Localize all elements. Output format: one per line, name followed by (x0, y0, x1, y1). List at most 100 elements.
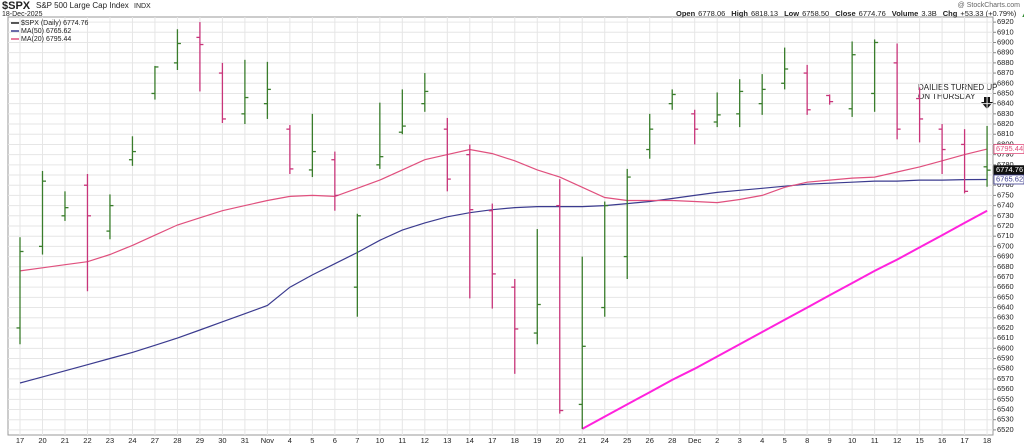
y-tick-label: 6610 (997, 333, 1014, 342)
y-tick-label: 6550 (997, 394, 1014, 403)
x-tick-label: 2 (715, 436, 719, 445)
x-tick-label: 5 (783, 436, 787, 445)
x-tick-label: 30 (218, 436, 226, 445)
x-tick-label: 3 (738, 436, 742, 445)
x-tick-label: 31 (241, 436, 249, 445)
x-tick-label: 9 (828, 436, 832, 445)
y-tick-label: 6590 (997, 354, 1014, 363)
x-tick-label: 24 (128, 436, 136, 445)
y-tick-label: 6900 (997, 37, 1014, 46)
y-tick-label: 6700 (997, 241, 1014, 250)
y-tick-label: 6910 (997, 27, 1014, 36)
x-tick-label: 11 (398, 436, 406, 445)
chart-title: $SPX (2, 0, 31, 12)
x-tick-label: 25 (623, 436, 631, 445)
y-tick-label: 6560 (997, 384, 1014, 393)
y-tick-label: 6570 (997, 374, 1014, 383)
y-tick-label: 6630 (997, 313, 1014, 322)
y-tick-label: 6920 (997, 17, 1014, 26)
x-tick-label: Nov (261, 436, 275, 445)
x-tick-label: 6 (333, 436, 337, 445)
x-tick-label: 29 (196, 436, 204, 445)
y-tick-label: 6580 (997, 364, 1014, 373)
y-tick-label: 6810 (997, 129, 1014, 138)
y-tick-label: 6800 (997, 139, 1014, 148)
x-tick-label: 20 (556, 436, 564, 445)
legend-label: MA(50) (21, 28, 44, 35)
y-tick-label: 6720 (997, 221, 1014, 230)
x-tick-label: 14 (466, 436, 474, 445)
y-tick-label: 6620 (997, 323, 1014, 332)
quote: Open 6778.06 High 6818.13 Low 6758.50 Close 677… (676, 9, 1017, 18)
y-tick-label: 6870 (997, 68, 1014, 77)
y-tick-label: 6660 (997, 282, 1014, 291)
last-value-label: 6795.44 (996, 144, 1023, 153)
x-tick-label: 10 (376, 436, 384, 445)
x-tick-label: 4 (760, 436, 764, 445)
x-tick-label: 12 (421, 436, 429, 445)
legend-label: MA(20) (21, 36, 44, 43)
chart-date: 18-Dec-2025 (2, 11, 43, 18)
x-tick-label: 18 (511, 436, 519, 445)
x-tick-label: Dec (688, 436, 702, 445)
y-tick-label: 6860 (997, 78, 1014, 87)
ma50-line (19, 178, 988, 384)
annotation: ON THURSDAY (918, 92, 976, 101)
legend-value: 6795.44 (46, 36, 71, 43)
quote-label: High (731, 9, 748, 18)
x-tick-label: 27 (151, 436, 159, 445)
x-tick-label: 12 (893, 436, 901, 445)
x-tick-label: 10 (848, 436, 856, 445)
x-tick-label: 8 (805, 436, 809, 445)
quote-value: +53.33 (+0.79%) (960, 9, 1016, 18)
x-tick-label: 22 (83, 436, 91, 445)
x-tick-label: 7 (355, 436, 359, 445)
x-tick-label: 11 (871, 436, 879, 445)
last-value-box (993, 144, 1024, 154)
y-tick-label: 6520 (997, 425, 1014, 434)
y-tick-label: 6530 (997, 415, 1014, 424)
quote-value: 3.3B (921, 9, 936, 18)
quote-value: 6774.76 (859, 9, 886, 18)
y-tick-label: 6790 (997, 150, 1014, 159)
y-tick-label: 6780 (997, 160, 1014, 169)
y-tick-label: 6890 (997, 48, 1014, 57)
quote-label: Volume (892, 9, 919, 18)
y-tick-label: 6830 (997, 109, 1014, 118)
quote-value: 6818.13 (751, 9, 778, 18)
x-tick-label: 19 (533, 436, 541, 445)
quote-value: 6778.06 (698, 9, 725, 18)
y-tick-label: 6840 (997, 99, 1014, 108)
x-tick-label: 17 (16, 436, 24, 445)
x-tick-label: 16 (938, 436, 946, 445)
y-tick-label: 6760 (997, 180, 1014, 189)
annotation: DAILIES TURNED UP (918, 83, 997, 92)
x-tick-label: 21 (61, 436, 69, 445)
x-tick-label: 20 (38, 436, 46, 445)
last-value-label: 6774.76 (996, 165, 1023, 174)
x-tick-label: 17 (488, 436, 496, 445)
ma20-line (19, 148, 988, 272)
legend-value: 6774.76 (63, 20, 88, 27)
x-tick-label: 26 (646, 436, 654, 445)
x-tick-label: 23 (106, 436, 114, 445)
x-tick-label: 28 (668, 436, 676, 445)
y-tick-label: 6690 (997, 252, 1014, 261)
y-tick-label: 6640 (997, 303, 1014, 312)
y-tick-label: 6850 (997, 88, 1014, 97)
quote-label: Close (835, 9, 855, 18)
legend-label: $SPX (Daily) (21, 20, 61, 27)
trendline (581, 209, 988, 430)
x-tick-label: 24 (601, 436, 609, 445)
last-value-label: 6765.62 (996, 174, 1023, 183)
x-tick-label: 15 (915, 436, 923, 445)
x-tick-label: 21 (578, 436, 586, 445)
y-tick-label: 6650 (997, 292, 1014, 301)
x-tick-label: 4 (288, 436, 292, 445)
y-tick-label: 6740 (997, 201, 1014, 210)
exchange: INDX (134, 3, 151, 10)
x-tick-label: 5 (310, 436, 314, 445)
y-tick-label: 6880 (997, 58, 1014, 67)
watermark: @ StockCharts.com (958, 2, 1021, 9)
